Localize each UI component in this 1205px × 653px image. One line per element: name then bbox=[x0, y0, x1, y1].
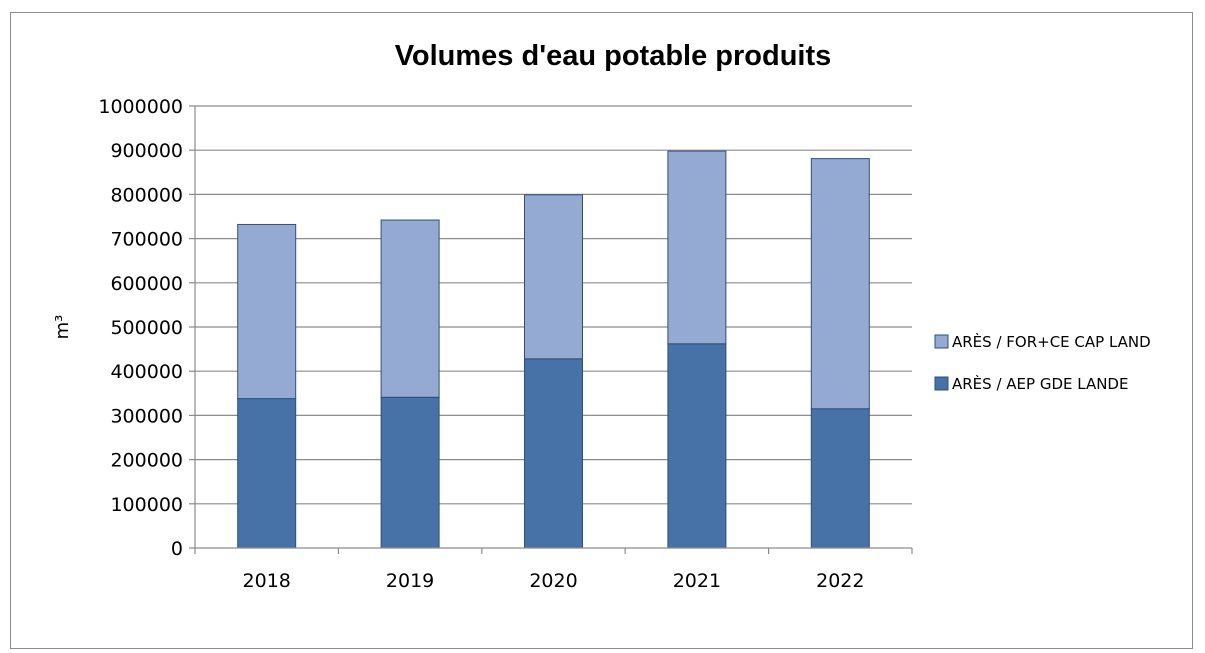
x-tick-label: 2022 bbox=[816, 570, 864, 592]
axes bbox=[189, 105, 913, 554]
chart-title: Volumes d'eau potable produits bbox=[395, 40, 832, 72]
legend-swatch bbox=[934, 376, 949, 391]
y-tick-labels: 0 100000 200000 300000 400000 500000 600000 700… bbox=[98, 96, 183, 560]
legend-swatch bbox=[934, 334, 949, 349]
bar-segment bbox=[667, 150, 727, 345]
bar-segment bbox=[380, 396, 440, 549]
y-tick-label: 500000 bbox=[110, 317, 183, 339]
bar-segment bbox=[524, 194, 583, 360]
x-tick-label: 2019 bbox=[386, 570, 434, 592]
bar-segment bbox=[810, 158, 870, 410]
y-tick-label: 0 bbox=[171, 538, 183, 560]
x-tick-label: 2020 bbox=[529, 570, 577, 592]
x-tick-label: 2021 bbox=[673, 570, 721, 592]
y-tick-label: 100000 bbox=[110, 494, 183, 516]
y-tick-label: 400000 bbox=[110, 361, 183, 383]
y-tick-label: 200000 bbox=[110, 450, 183, 472]
legend: ARÈS / FOR+CE CAP LAND ARÈS / AEP GDE LAN… bbox=[934, 332, 1151, 393]
y-axis-label: m³ bbox=[52, 315, 73, 340]
bar-segment bbox=[810, 408, 870, 549]
legend-label: ARÈS / AEP GDE LANDE bbox=[952, 374, 1128, 393]
y-tick-label: 700000 bbox=[110, 229, 183, 251]
bars bbox=[237, 150, 870, 549]
bar-segment bbox=[380, 219, 440, 398]
gridlines bbox=[195, 105, 912, 505]
bar-segment bbox=[667, 343, 727, 549]
bar-segment bbox=[524, 358, 583, 549]
chart-frame bbox=[10, 12, 1193, 649]
y-tick-label: 800000 bbox=[110, 184, 183, 206]
y-tick-label: 300000 bbox=[110, 405, 183, 427]
y-tick-label: 1000000 bbox=[98, 96, 183, 118]
bar-segment bbox=[237, 223, 297, 400]
y-tick-label: 600000 bbox=[110, 273, 183, 295]
x-tick-labels: 2018 2019 2020 2021 2022 bbox=[243, 570, 865, 592]
legend-label: ARÈS / FOR+CE CAP LAND bbox=[952, 332, 1151, 351]
bar-segment bbox=[237, 398, 297, 549]
x-tick-label: 2018 bbox=[243, 570, 291, 592]
y-tick-label: 900000 bbox=[110, 140, 183, 162]
